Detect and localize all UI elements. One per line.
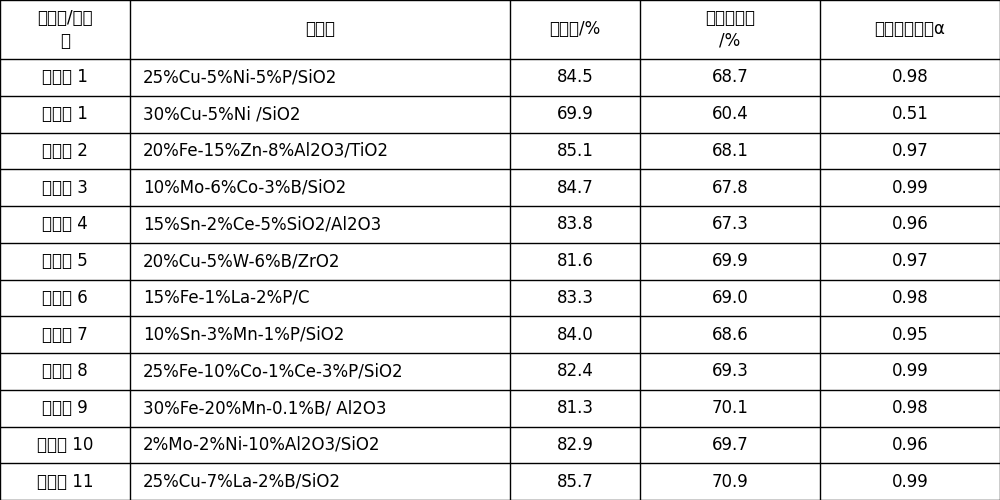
Text: 0.99: 0.99 (892, 178, 928, 196)
Text: 0.96: 0.96 (892, 216, 928, 234)
Text: 0.97: 0.97 (892, 252, 928, 270)
Text: 81.3: 81.3 (556, 399, 594, 417)
Text: 67.8: 67.8 (712, 178, 748, 196)
Text: 15%Fe-1%La-2%P/C: 15%Fe-1%La-2%P/C (143, 289, 310, 307)
Text: 实施例 10: 实施例 10 (37, 436, 93, 454)
Text: 83.8: 83.8 (557, 216, 593, 234)
Text: 84.0: 84.0 (557, 326, 593, 344)
Text: 0.99: 0.99 (892, 472, 928, 490)
Text: 15%Sn-2%Ce-5%SiO2/Al2O3: 15%Sn-2%Ce-5%SiO2/Al2O3 (143, 216, 381, 234)
Text: 实施例 6: 实施例 6 (42, 289, 88, 307)
Text: 68.1: 68.1 (712, 142, 748, 160)
Text: 20%Cu-5%W-6%B/ZrO2: 20%Cu-5%W-6%B/ZrO2 (143, 252, 340, 270)
Text: 实施例 9: 实施例 9 (42, 399, 88, 417)
Text: 82.4: 82.4 (557, 362, 593, 380)
Text: 0.95: 0.95 (892, 326, 928, 344)
Text: 30%Cu-5%Ni /SiO2: 30%Cu-5%Ni /SiO2 (143, 105, 300, 123)
Text: 85.7: 85.7 (557, 472, 593, 490)
Text: 20%Fe-15%Zn-8%Al2O3/TiO2: 20%Fe-15%Zn-8%Al2O3/TiO2 (143, 142, 389, 160)
Text: 30%Fe-20%Mn-0.1%B/ Al2O3: 30%Fe-20%Mn-0.1%B/ Al2O3 (143, 399, 386, 417)
Text: 0.51: 0.51 (892, 105, 928, 123)
Text: 25%Fe-10%Co-1%Ce-3%P/SiO2: 25%Fe-10%Co-1%Ce-3%P/SiO2 (143, 362, 404, 380)
Text: 83.3: 83.3 (556, 289, 594, 307)
Text: 实施例 2: 实施例 2 (42, 142, 88, 160)
Text: 25%Cu-7%La-2%B/SiO2: 25%Cu-7%La-2%B/SiO2 (143, 472, 341, 490)
Text: 68.6: 68.6 (712, 326, 748, 344)
Text: 实施例 1: 实施例 1 (42, 68, 88, 86)
Text: 69.7: 69.7 (712, 436, 748, 454)
Text: 82.9: 82.9 (557, 436, 593, 454)
Text: 催化剂: 催化剂 (305, 20, 335, 38)
Text: 实施例 8: 实施例 8 (42, 362, 88, 380)
Text: 热稳定性系数α: 热稳定性系数α (875, 20, 945, 38)
Text: 67.3: 67.3 (712, 216, 748, 234)
Text: 0.99: 0.99 (892, 362, 928, 380)
Text: 2%Mo-2%Ni-10%Al2O3/SiO2: 2%Mo-2%Ni-10%Al2O3/SiO2 (143, 436, 380, 454)
Text: 69.9: 69.9 (557, 105, 593, 123)
Text: 60.4: 60.4 (712, 105, 748, 123)
Text: 0.98: 0.98 (892, 68, 928, 86)
Text: 84.5: 84.5 (557, 68, 593, 86)
Text: 实施例 7: 实施例 7 (42, 326, 88, 344)
Text: 70.9: 70.9 (712, 472, 748, 490)
Text: 0.98: 0.98 (892, 399, 928, 417)
Text: 实施例 4: 实施例 4 (42, 216, 88, 234)
Text: 乙醛选择性
/%: 乙醛选择性 /% (705, 9, 755, 50)
Text: 69.9: 69.9 (712, 252, 748, 270)
Text: 实施例 5: 实施例 5 (42, 252, 88, 270)
Text: 85.1: 85.1 (557, 142, 593, 160)
Text: 实施例 11: 实施例 11 (37, 472, 93, 490)
Text: 68.7: 68.7 (712, 68, 748, 86)
Text: 84.7: 84.7 (557, 178, 593, 196)
Text: 比较例 1: 比较例 1 (42, 105, 88, 123)
Text: 25%Cu-5%Ni-5%P/SiO2: 25%Cu-5%Ni-5%P/SiO2 (143, 68, 337, 86)
Text: 81.6: 81.6 (557, 252, 593, 270)
Text: 69.0: 69.0 (712, 289, 748, 307)
Text: 转化率/%: 转化率/% (549, 20, 601, 38)
Text: 0.98: 0.98 (892, 289, 928, 307)
Text: 69.3: 69.3 (712, 362, 748, 380)
Text: 0.97: 0.97 (892, 142, 928, 160)
Text: 10%Sn-3%Mn-1%P/SiO2: 10%Sn-3%Mn-1%P/SiO2 (143, 326, 344, 344)
Text: 实施例/比较
例: 实施例/比较 例 (37, 9, 93, 50)
Text: 10%Mo-6%Co-3%B/SiO2: 10%Mo-6%Co-3%B/SiO2 (143, 178, 346, 196)
Text: 0.96: 0.96 (892, 436, 928, 454)
Text: 70.1: 70.1 (712, 399, 748, 417)
Text: 实施例 3: 实施例 3 (42, 178, 88, 196)
